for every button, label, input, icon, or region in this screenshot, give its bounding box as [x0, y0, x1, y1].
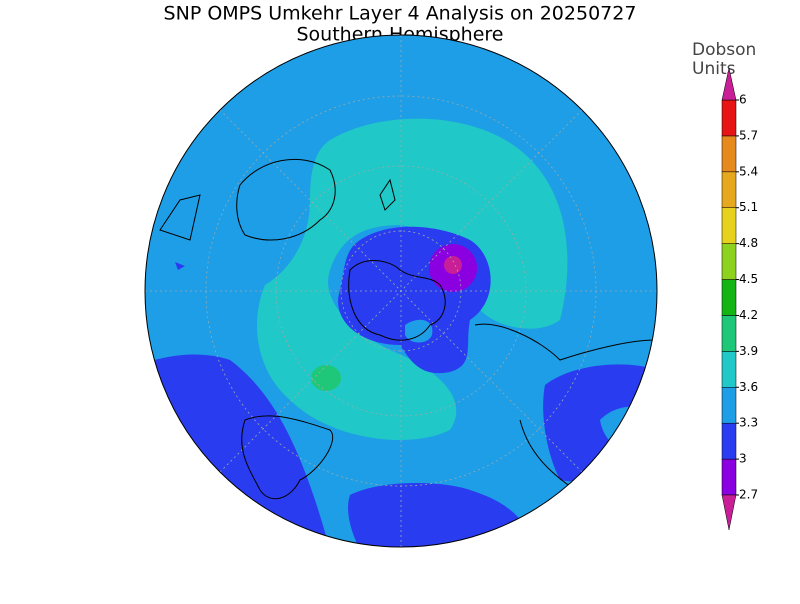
colorbar-tick-label: 4.5: [739, 272, 758, 286]
colorbar-segment: [721, 207, 737, 244]
colorbar-label: Units: [692, 59, 736, 79]
colorbar-segment: [721, 458, 737, 496]
colorbar-under: [721, 494, 737, 531]
colorbar-segment: [721, 99, 737, 137]
colorbar-tick-label: 4.8: [739, 236, 758, 250]
colorbar-tick-label: 5.4: [739, 164, 758, 178]
colorbar-over: [721, 67, 737, 101]
colorbar-tick-label: 4.2: [739, 308, 758, 322]
colorbar-tick-label: 3.3: [739, 416, 758, 430]
colorbar-tick-label: 3.9: [739, 344, 758, 358]
colorbar-segment: [721, 279, 737, 316]
title: SNP OMPS Umkehr Layer 4 Analysis on 2025…: [164, 3, 637, 25]
colorbar-segment: [721, 315, 737, 352]
colorbar-segment: [721, 171, 737, 208]
colorbar: Dobson Units 2.7 3 3.3 3.6 3.9 4.2 4.5 4.8 5.1 5.…: [692, 40, 758, 531]
map: [145, 35, 657, 547]
colorbar-tick-label: 2.7: [739, 488, 758, 502]
colorbar-tick-label: 5.7: [739, 128, 758, 142]
colorbar-segment: [721, 351, 737, 388]
colorbar-tick-label: 5.1: [739, 200, 758, 214]
colorbar-tick-label: 3: [739, 452, 747, 466]
colorbar-segment: [721, 422, 737, 460]
colorbar-tick-label: 6: [739, 93, 747, 107]
colorbar-tick-label: 3.6: [739, 380, 758, 394]
colorbar-segment: [721, 387, 737, 424]
colorbar-segment: [721, 135, 737, 173]
colorbar-label: Dobson: [692, 40, 756, 60]
colorbar-segment: [721, 243, 737, 280]
